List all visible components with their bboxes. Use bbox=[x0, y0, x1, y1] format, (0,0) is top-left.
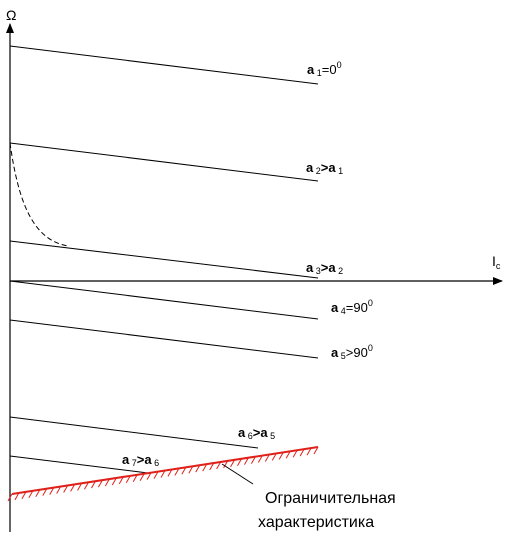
hatch-mark bbox=[285, 451, 291, 459]
limit-label-line1: Ограничительная bbox=[265, 490, 396, 507]
hatch-mark bbox=[167, 469, 173, 477]
line-a6 bbox=[9, 416, 259, 449]
hatch-mark bbox=[63, 485, 69, 493]
hatch-mark bbox=[174, 468, 180, 476]
hatch-mark bbox=[125, 475, 131, 484]
line-a3 bbox=[9, 240, 319, 279]
hatch-mark bbox=[223, 460, 229, 469]
hatch-mark bbox=[91, 480, 96, 489]
hatch-mark bbox=[14, 492, 20, 501]
hatch-mark bbox=[42, 488, 48, 496]
hatch-mark bbox=[230, 459, 235, 468]
hatch-mark bbox=[216, 461, 222, 470]
limit-label-line2: характеристика bbox=[258, 514, 374, 531]
line-a1 bbox=[9, 45, 319, 85]
line-label-a1: a 1=00 bbox=[307, 60, 342, 78]
hatch-mark bbox=[292, 449, 298, 458]
transition-curve-dashed bbox=[9, 142, 69, 247]
x-axis-label: Ic bbox=[492, 253, 501, 271]
hatch-mark bbox=[77, 483, 82, 491]
hatch-mark bbox=[153, 471, 159, 479]
hatch-mark bbox=[118, 476, 124, 485]
hatch-mark bbox=[181, 467, 187, 475]
annotation-leader bbox=[221, 463, 254, 485]
hatch-mark bbox=[35, 489, 41, 497]
hatch-mark bbox=[278, 452, 284, 460]
hatch-mark bbox=[132, 474, 138, 483]
hatch-mark bbox=[70, 484, 76, 492]
hatch-mark bbox=[237, 458, 242, 466]
line-a7 bbox=[9, 455, 149, 474]
hatch-mark bbox=[202, 463, 208, 472]
hatch-mark bbox=[264, 454, 270, 462]
line-label-a2: a 2>a 1 bbox=[306, 160, 343, 176]
hatch-mark bbox=[313, 446, 319, 455]
hatch-mark bbox=[28, 490, 34, 499]
line-a5 bbox=[9, 319, 319, 359]
hatch-mark bbox=[56, 486, 62, 494]
hatch-mark bbox=[271, 453, 277, 461]
y-axis-label: Ω bbox=[6, 7, 16, 23]
line-label-a7: a 7>a 6 bbox=[122, 452, 159, 468]
limiting-characteristic bbox=[7, 446, 319, 502]
hatch-mark bbox=[257, 455, 263, 463]
line-label-a4: a 4=900 bbox=[331, 298, 373, 316]
line-label-a3: a 3>a 2 bbox=[306, 260, 343, 276]
hatch-mark bbox=[49, 487, 55, 495]
hatch-mark bbox=[111, 477, 117, 486]
hatch-mark bbox=[299, 448, 305, 457]
hatch-mark bbox=[7, 493, 13, 502]
hatch-mark bbox=[306, 447, 312, 456]
line-a4 bbox=[9, 280, 319, 320]
hatch-mark bbox=[244, 457, 249, 465]
hatch-mark bbox=[146, 472, 152, 480]
hatch-mark bbox=[84, 482, 89, 490]
line-a2 bbox=[9, 142, 319, 182]
hatch-mark bbox=[21, 491, 27, 500]
hatch-mark bbox=[195, 464, 201, 473]
hatch-mark bbox=[104, 478, 110, 487]
hatch-mark bbox=[97, 479, 103, 488]
hatch-mark bbox=[139, 473, 145, 481]
line-label-a6: a 6>a 5 bbox=[238, 425, 275, 441]
hatch-mark bbox=[250, 456, 256, 464]
hatch-mark bbox=[160, 470, 166, 478]
hatch-mark bbox=[188, 465, 194, 474]
hatch-mark bbox=[209, 462, 215, 471]
line-label-a5: a 5>900 bbox=[331, 343, 373, 361]
